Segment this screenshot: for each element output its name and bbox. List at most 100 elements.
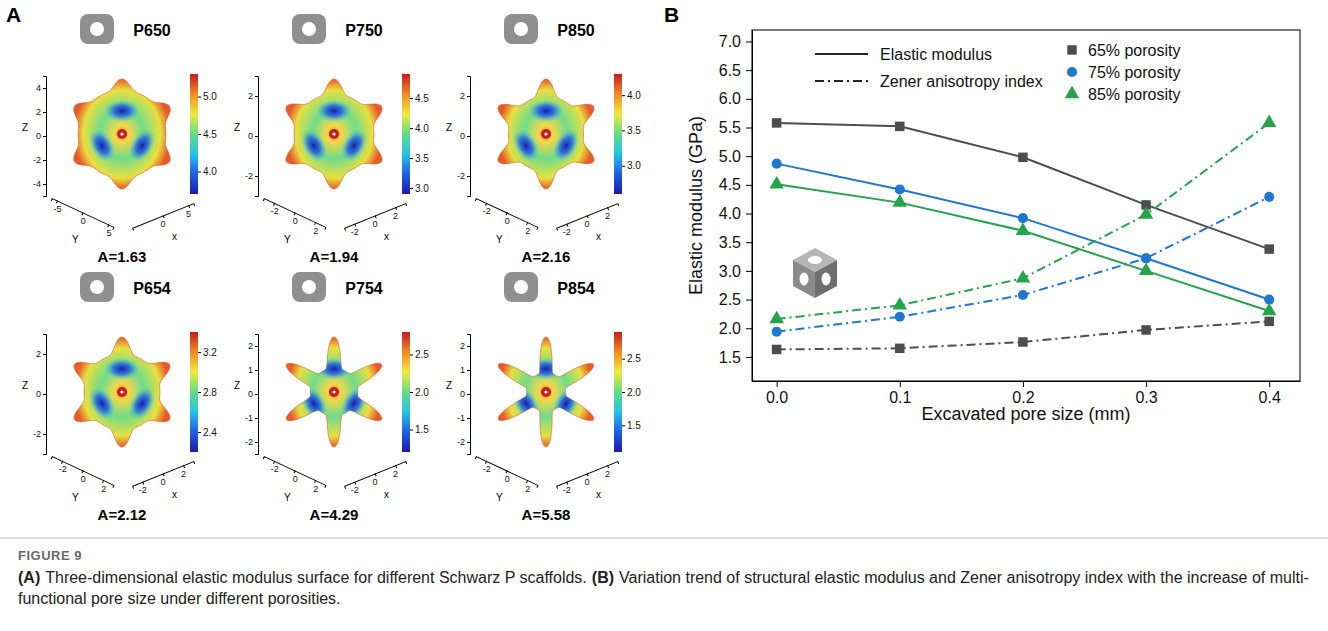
tick-label: 2 (460, 91, 465, 101)
tick-label: 2 (181, 469, 186, 479)
tick-label: 1.5 (415, 424, 429, 435)
surface-dimple (124, 383, 161, 424)
panel-title: P754 (345, 280, 382, 297)
tick-mark (527, 222, 528, 225)
axis-line (752, 31, 753, 382)
axis-title: Y (496, 234, 503, 245)
marker (1264, 192, 1274, 202)
tick-mark (467, 370, 470, 371)
tick-label: -2 (245, 437, 253, 447)
tick-label: 0 (505, 216, 510, 226)
tick: 2.0 (410, 387, 429, 398)
surface-panel: P654-202Z-202Y-202x2.42.83.2A=2.12 (22, 272, 217, 523)
tick: 2 (36, 349, 46, 359)
tick: 2.8 (198, 387, 217, 398)
axis-title: x (384, 489, 389, 500)
tick-label: 3.0 (415, 183, 429, 194)
surface (286, 337, 382, 447)
tick-mark (1146, 381, 1147, 387)
z-axis: -2 0 2 (33, 335, 47, 455)
x-axis: 0.00.10.20.30.4 (753, 381, 1301, 406)
tick: 0 (156, 473, 169, 489)
surface-dimple (296, 383, 333, 424)
y-axis: 1.52.02.53.03.54.04.55.05.56.06.57.0 (719, 31, 753, 382)
surface-dimple (104, 358, 139, 380)
tick-label: 5.0 (203, 91, 217, 102)
tick-label: 0 (36, 389, 41, 399)
tick-label: 0 (36, 131, 41, 141)
tick-mark (43, 394, 46, 395)
tick: -1 (245, 413, 258, 423)
tick-label: 4.0 (627, 90, 641, 101)
anisotropy-label: A=2.16 (522, 248, 571, 265)
tick: 2 (389, 465, 402, 481)
tick: -2 (33, 155, 46, 165)
unit-cell-icon (292, 272, 326, 302)
tick-label: 2 (101, 484, 106, 494)
tick-mark (43, 112, 46, 113)
anisotropy-label: A=5.58 (522, 506, 571, 523)
tick-label: -2 (33, 429, 41, 439)
tick-mark (607, 207, 608, 210)
tick: -2 (479, 202, 495, 219)
axis-line (623, 333, 626, 453)
tick-mark (467, 346, 470, 347)
tick-mark (43, 160, 46, 161)
tick-mark (607, 465, 608, 468)
tick-mark (467, 442, 470, 443)
surface-body (286, 79, 382, 189)
tick-mark (410, 128, 413, 129)
marker (772, 159, 782, 169)
tick-mark (777, 381, 778, 387)
tick: 1 (248, 365, 258, 375)
tick-mark (395, 207, 396, 210)
surface (498, 79, 594, 189)
tick-label: -2 (33, 155, 41, 165)
axis-title: Y (72, 234, 79, 245)
surface-dimple (124, 125, 161, 166)
tick-mark (189, 205, 190, 208)
tick: -2 (33, 429, 46, 439)
tick-label: 2 (605, 469, 610, 479)
y-axis: -202 (47, 456, 114, 497)
tick: 2 (460, 91, 470, 101)
tick-label: -2 (271, 206, 279, 216)
tick-mark (485, 203, 486, 206)
surface-dimple (548, 125, 585, 166)
surface-dimple (84, 383, 121, 424)
z-axis: -202 (457, 77, 471, 197)
tick-label: 0.4 (1259, 389, 1281, 406)
icon-hole (90, 280, 104, 294)
legend-label: 65% porosity (1088, 42, 1181, 59)
tick-mark (56, 201, 57, 204)
tick-mark (255, 136, 258, 137)
tick-mark (355, 224, 356, 227)
tick: -1 (457, 413, 470, 423)
legend-marker (1065, 86, 1079, 98)
tick: 0 (460, 389, 470, 399)
tick: 0 (156, 215, 169, 231)
icon-body (504, 14, 538, 44)
colorbar-axis: 1.52.02.5 (410, 333, 429, 453)
tick-mark (467, 96, 470, 97)
tick: 4.5 (719, 176, 752, 193)
tick-label: 1 (460, 365, 465, 375)
axis-line (467, 335, 471, 455)
z-axis: -2-1012 (457, 335, 471, 455)
icon-hole (822, 273, 831, 286)
legend-marker (1067, 67, 1077, 77)
surface-spot (120, 390, 123, 393)
tick-mark (467, 136, 470, 137)
tick-mark (163, 215, 164, 218)
tick-label: 4 (36, 83, 41, 93)
tick: 2.5 (719, 291, 752, 308)
panel-label: B (664, 3, 679, 26)
tick-label: 0 (585, 219, 590, 229)
marker (895, 344, 904, 353)
icon-hole (514, 280, 528, 294)
tick: 1 (460, 365, 470, 375)
tick: -2 (267, 460, 283, 477)
caption-body: Three-dimensional elastic modulus surfac… (45, 569, 587, 586)
marker (893, 297, 907, 309)
tick: 0 (460, 131, 470, 141)
